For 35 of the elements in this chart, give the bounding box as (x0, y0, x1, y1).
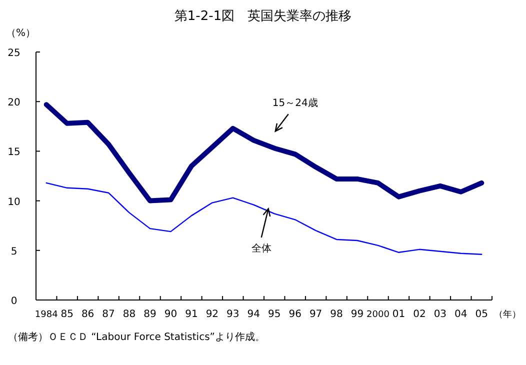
x-tick-label: 2000 (366, 310, 390, 320)
x-tick-label: 98 (330, 309, 343, 320)
y-tick-label: 10 (8, 196, 20, 208)
line-series (46, 182, 482, 255)
x-tick-label: 02 (413, 309, 426, 320)
x-tick-label: 99 (350, 309, 364, 320)
x-axis-title: （年） (494, 309, 521, 320)
x-tick-label: 87 (102, 309, 115, 320)
x-tick-label: 96 (288, 309, 302, 320)
x-tick-label: 97 (309, 309, 322, 320)
x-tick-label: 94 (247, 309, 260, 320)
chart-title: 第1-2-1図 英国失業率の推移 (174, 8, 352, 24)
text: （備考）ＯＥＣＤ “Labour Force Statistics”より作成。 (8, 331, 265, 343)
x-tick-label: 03 (434, 309, 447, 320)
x-tick-label: 95 (268, 309, 281, 320)
x-tick-label: 01 (392, 309, 406, 320)
y-tick-label: 20 (8, 98, 20, 109)
x-tick-label: 92 (206, 309, 219, 320)
x-tick-label: 88 (122, 309, 136, 320)
x-tick-label: 05 (475, 309, 488, 320)
y-tick-label: 15 (8, 147, 20, 158)
annotation: 15～24歳 (272, 97, 318, 110)
y-tick-label: 25 (8, 48, 20, 59)
x-tick-label: 93 (226, 309, 240, 320)
x-tick-label: 86 (81, 309, 94, 320)
x-tick-label: 91 (185, 309, 198, 320)
annotation: 全体 (251, 242, 272, 254)
y-axis-title: （%） (6, 28, 36, 39)
x-tick-label: 90 (164, 309, 178, 320)
y-tick-label: 0 (10, 296, 18, 307)
x-tick-label: 89 (144, 309, 156, 320)
x-tick-label: 1984 (34, 310, 58, 320)
x-tick-label: 85 (60, 309, 74, 320)
y-tick-label: 5 (10, 246, 18, 258)
x-tick-label: 04 (454, 309, 468, 320)
